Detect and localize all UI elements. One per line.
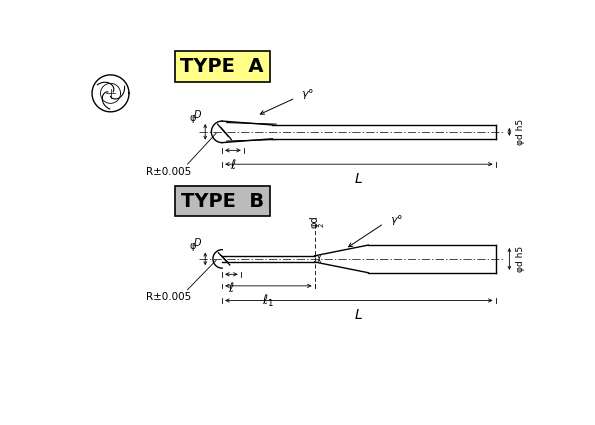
Text: $\ell$: $\ell$ xyxy=(230,158,236,172)
Text: $\ell_1$: $\ell_1$ xyxy=(262,293,274,309)
Text: φ: φ xyxy=(190,241,196,251)
Text: R±0.005: R±0.005 xyxy=(146,292,191,303)
Text: L: L xyxy=(355,172,363,186)
Text: φ: φ xyxy=(190,113,196,122)
Text: φd: φd xyxy=(309,215,320,228)
Text: D: D xyxy=(194,238,201,248)
Text: R±0.005: R±0.005 xyxy=(146,167,191,177)
Text: φd h5: φd h5 xyxy=(515,119,525,145)
Text: TYPE  A: TYPE A xyxy=(180,57,264,76)
Text: $\ell$: $\ell$ xyxy=(228,281,234,295)
Text: 2: 2 xyxy=(318,222,324,227)
Text: $\gamma$°: $\gamma$° xyxy=(302,87,315,101)
Text: D: D xyxy=(194,110,201,119)
Text: TYPE  B: TYPE B xyxy=(181,192,264,211)
Text: $\gamma$°: $\gamma$° xyxy=(390,213,403,227)
Text: φd h5: φd h5 xyxy=(515,246,525,272)
Text: L: L xyxy=(355,308,363,322)
